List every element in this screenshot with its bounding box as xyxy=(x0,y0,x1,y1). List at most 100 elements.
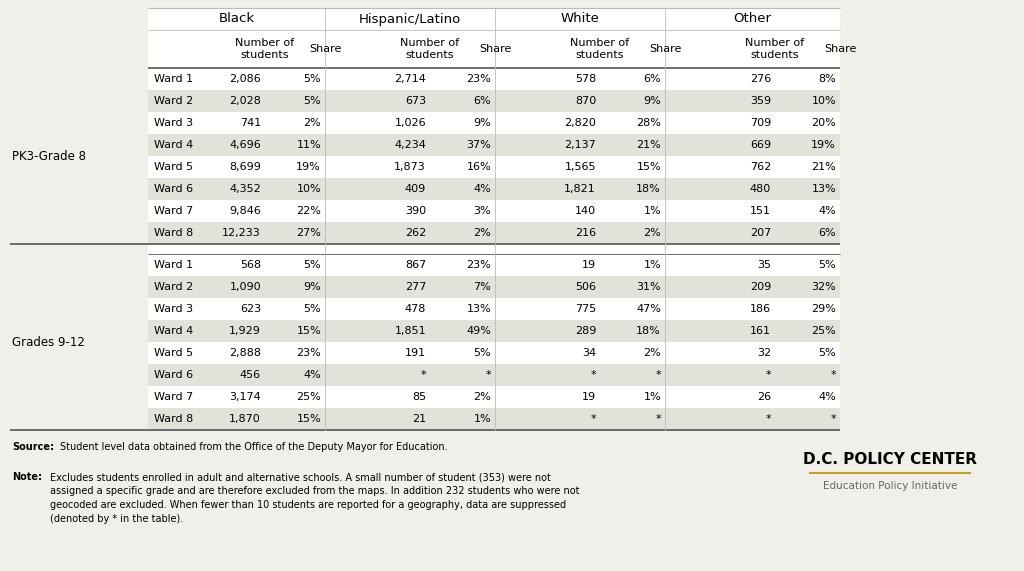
Text: Number of
students: Number of students xyxy=(570,38,630,60)
Text: Ward 8: Ward 8 xyxy=(154,228,194,238)
Text: 5%: 5% xyxy=(303,74,321,84)
Text: 6%: 6% xyxy=(818,228,836,238)
Text: Ward 7: Ward 7 xyxy=(154,206,194,216)
Bar xyxy=(148,408,840,430)
Text: 15%: 15% xyxy=(296,326,321,336)
Text: Ward 4: Ward 4 xyxy=(154,326,194,336)
Text: 2%: 2% xyxy=(303,118,321,128)
Text: Ward 6: Ward 6 xyxy=(154,370,194,380)
Text: 22%: 22% xyxy=(296,206,321,216)
Text: Ward 5: Ward 5 xyxy=(154,162,194,172)
Text: 5%: 5% xyxy=(818,348,836,358)
Text: Share: Share xyxy=(479,44,511,54)
Text: Ward 8: Ward 8 xyxy=(154,414,194,424)
Text: 3,174: 3,174 xyxy=(229,392,261,402)
Text: 1,090: 1,090 xyxy=(229,282,261,292)
Text: 13%: 13% xyxy=(811,184,836,194)
Text: 19%: 19% xyxy=(811,140,836,150)
Text: 9%: 9% xyxy=(473,118,490,128)
Text: 390: 390 xyxy=(404,206,426,216)
Text: 1,873: 1,873 xyxy=(394,162,426,172)
Text: Ward 1: Ward 1 xyxy=(154,74,194,84)
Text: 709: 709 xyxy=(750,118,771,128)
Text: 409: 409 xyxy=(404,184,426,194)
Text: 16%: 16% xyxy=(466,162,490,172)
Text: 23%: 23% xyxy=(466,74,490,84)
Text: 1,026: 1,026 xyxy=(394,118,426,128)
Text: Source:: Source: xyxy=(12,442,54,452)
Text: 9%: 9% xyxy=(643,96,662,106)
Text: 359: 359 xyxy=(750,96,771,106)
Text: 4,696: 4,696 xyxy=(229,140,261,150)
Text: Share: Share xyxy=(649,44,681,54)
Text: 2,820: 2,820 xyxy=(564,118,596,128)
Text: Black: Black xyxy=(218,13,255,26)
Bar xyxy=(148,276,840,298)
Text: 289: 289 xyxy=(574,326,596,336)
Text: *: * xyxy=(765,414,771,424)
Text: 21: 21 xyxy=(412,414,426,424)
Text: 6%: 6% xyxy=(643,74,662,84)
Text: 2,714: 2,714 xyxy=(394,74,426,84)
Text: 1%: 1% xyxy=(643,392,662,402)
Text: 5%: 5% xyxy=(303,260,321,270)
Text: 578: 578 xyxy=(574,74,596,84)
Text: 216: 216 xyxy=(574,228,596,238)
Text: 762: 762 xyxy=(750,162,771,172)
Text: 15%: 15% xyxy=(636,162,662,172)
Text: 2%: 2% xyxy=(473,392,490,402)
Text: 277: 277 xyxy=(404,282,426,292)
Text: Other: Other xyxy=(733,13,771,26)
Text: Ward 2: Ward 2 xyxy=(154,96,194,106)
Text: Number of
students: Number of students xyxy=(236,38,295,60)
Text: 1,565: 1,565 xyxy=(564,162,596,172)
Text: 456: 456 xyxy=(240,370,261,380)
Bar xyxy=(148,364,840,386)
Text: 775: 775 xyxy=(574,304,596,314)
Text: 25%: 25% xyxy=(296,392,321,402)
Text: White: White xyxy=(560,13,599,26)
Text: 85: 85 xyxy=(412,392,426,402)
Text: 2%: 2% xyxy=(643,348,662,358)
Text: 9%: 9% xyxy=(303,282,321,292)
Text: *: * xyxy=(655,370,662,380)
Text: 2,888: 2,888 xyxy=(229,348,261,358)
Text: Ward 7: Ward 7 xyxy=(154,392,194,402)
Text: *: * xyxy=(655,414,662,424)
Text: 9,846: 9,846 xyxy=(229,206,261,216)
Text: 4,352: 4,352 xyxy=(229,184,261,194)
Text: 568: 568 xyxy=(240,260,261,270)
Text: 13%: 13% xyxy=(466,304,490,314)
Text: 28%: 28% xyxy=(636,118,662,128)
Text: Ward 2: Ward 2 xyxy=(154,282,194,292)
Text: 1%: 1% xyxy=(643,206,662,216)
Bar xyxy=(148,178,840,200)
Text: 1,821: 1,821 xyxy=(564,184,596,194)
Text: 2%: 2% xyxy=(643,228,662,238)
Text: Number of
students: Number of students xyxy=(745,38,805,60)
Text: 2%: 2% xyxy=(473,228,490,238)
Text: 23%: 23% xyxy=(296,348,321,358)
Text: 31%: 31% xyxy=(636,282,662,292)
Text: 2,137: 2,137 xyxy=(564,140,596,150)
Text: Hispanic/Latino: Hispanic/Latino xyxy=(358,13,461,26)
Text: 10%: 10% xyxy=(296,184,321,194)
Text: *: * xyxy=(421,370,426,380)
Text: 23%: 23% xyxy=(466,260,490,270)
Text: 506: 506 xyxy=(575,282,596,292)
Text: 10%: 10% xyxy=(811,96,836,106)
Text: 8%: 8% xyxy=(818,74,836,84)
Text: 2,028: 2,028 xyxy=(229,96,261,106)
Text: 478: 478 xyxy=(404,304,426,314)
Text: 19: 19 xyxy=(582,392,596,402)
Text: 3%: 3% xyxy=(473,206,490,216)
Text: 209: 209 xyxy=(750,282,771,292)
Text: 8,699: 8,699 xyxy=(229,162,261,172)
Text: 49%: 49% xyxy=(466,326,490,336)
Text: 480: 480 xyxy=(750,184,771,194)
Text: 4,234: 4,234 xyxy=(394,140,426,150)
Text: 6%: 6% xyxy=(473,96,490,106)
Text: D.C. POLICY CENTER: D.C. POLICY CENTER xyxy=(803,452,977,468)
Text: Grades 9-12: Grades 9-12 xyxy=(12,336,85,348)
Text: Share: Share xyxy=(309,44,341,54)
